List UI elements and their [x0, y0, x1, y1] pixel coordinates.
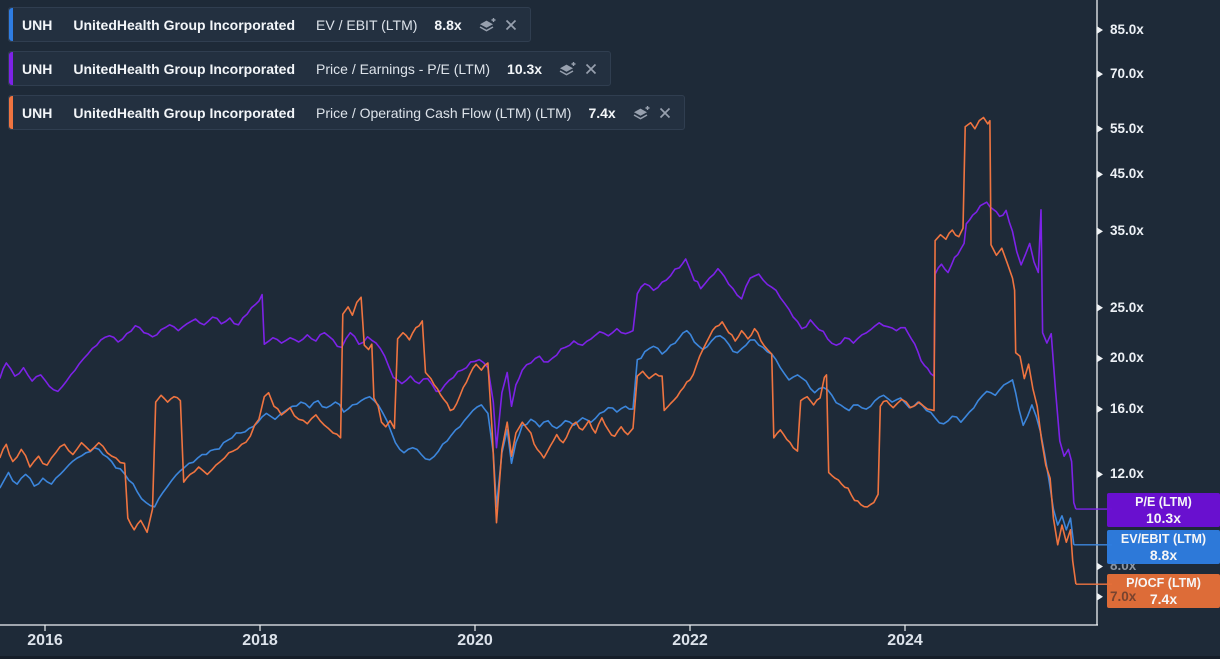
series-color-bar [9, 96, 13, 129]
metric-value: 8.8x [434, 16, 462, 33]
y-tick-arrow [1097, 562, 1103, 570]
ticker: UNH [22, 60, 53, 77]
metric-value: 7.4x [588, 104, 616, 121]
y-axis-label: 45.0x [1110, 166, 1144, 182]
y-axis-label: 20.0x [1110, 350, 1144, 366]
badge-value: 7.4x [1149, 590, 1178, 607]
layers-add-icon[interactable] [478, 16, 497, 34]
series-line-evebit [0, 329, 1075, 545]
x-axis-label: 2024 [887, 632, 923, 649]
y-tick-arrow [1097, 593, 1103, 601]
badge-title: EV/EBIT (LTM) [1120, 531, 1207, 546]
ticker: UNH [22, 104, 53, 121]
close-icon[interactable] [659, 107, 671, 119]
metric-name: Price / Earnings - P/E (LTM) [316, 60, 491, 77]
badge-title: P/OCF (LTM) [1126, 575, 1201, 590]
company-name: UnitedHealth Group Incorporated [73, 60, 296, 77]
bottom-edge [0, 656, 1220, 659]
y-tick-arrow [1097, 26, 1103, 34]
y-axis-label: 12.0x [1110, 466, 1144, 482]
layers-add-icon[interactable] [558, 60, 577, 78]
y-axis-label: 35.0x [1110, 223, 1144, 239]
x-axis-label: 2018 [242, 632, 278, 649]
y-tick-arrow [1097, 354, 1103, 362]
last-value-badge-evebit: EV/EBIT (LTM) 8.8x [1107, 530, 1220, 564]
y-axis-label: 70.0x [1110, 66, 1144, 82]
legend-chip-ev-ebit[interactable]: UNH UnitedHealth Group Incorporated EV /… [8, 7, 531, 42]
y-axis-label: 25.0x [1110, 299, 1144, 315]
y-tick-arrow [1097, 70, 1103, 78]
x-axis-label: 2022 [672, 632, 708, 649]
ticker: UNH [22, 16, 53, 33]
metric-value: 10.3x [507, 60, 543, 77]
close-icon[interactable] [585, 63, 597, 75]
x-axis-label: 2020 [457, 632, 493, 649]
y-tick-arrow [1097, 304, 1103, 312]
metric-name: EV / EBIT (LTM) [316, 16, 418, 33]
legend: UNH UnitedHealth Group Incorporated EV /… [8, 7, 685, 130]
y-tick-arrow [1097, 125, 1103, 133]
company-name: UnitedHealth Group Incorporated [73, 16, 296, 33]
legend-chip-pe[interactable]: UNH UnitedHealth Group Incorporated Pric… [8, 51, 612, 86]
last-value-badge-pe: P/E (LTM) 10.3x [1107, 493, 1220, 527]
y-axis-label: 55.0x [1110, 120, 1144, 136]
y-axis-label: 16.0x [1110, 401, 1144, 417]
company-name: UnitedHealth Group Incorporated [73, 104, 296, 121]
y-axis-label: 85.0x [1110, 22, 1144, 37]
layers-add-icon[interactable] [632, 104, 651, 122]
legend-chip-pocf[interactable]: UNH UnitedHealth Group Incorporated Pric… [8, 95, 685, 130]
badge-title: P/E (LTM) [1135, 494, 1192, 509]
metric-name: Price / Operating Cash Flow (LTM) (LTM) [316, 104, 572, 121]
last-value-badge-pocf: P/OCF (LTM) 7.4x [1107, 574, 1220, 608]
y-tick-arrow [1097, 170, 1103, 178]
x-axis-label: 2016 [27, 632, 63, 649]
y-tick-arrow [1097, 405, 1103, 413]
series-line-pocf [0, 116, 1077, 585]
badge-value: 10.3x [1145, 509, 1182, 526]
y-tick-arrow [1097, 227, 1103, 235]
series-line-pe [0, 201, 1077, 510]
series-color-bar [9, 8, 13, 41]
series-color-bar [9, 52, 13, 85]
badge-value: 8.8x [1149, 546, 1178, 563]
close-icon[interactable] [505, 19, 517, 31]
y-axis-label: 7.0x [1110, 588, 1137, 604]
y-tick-arrow [1097, 470, 1103, 478]
